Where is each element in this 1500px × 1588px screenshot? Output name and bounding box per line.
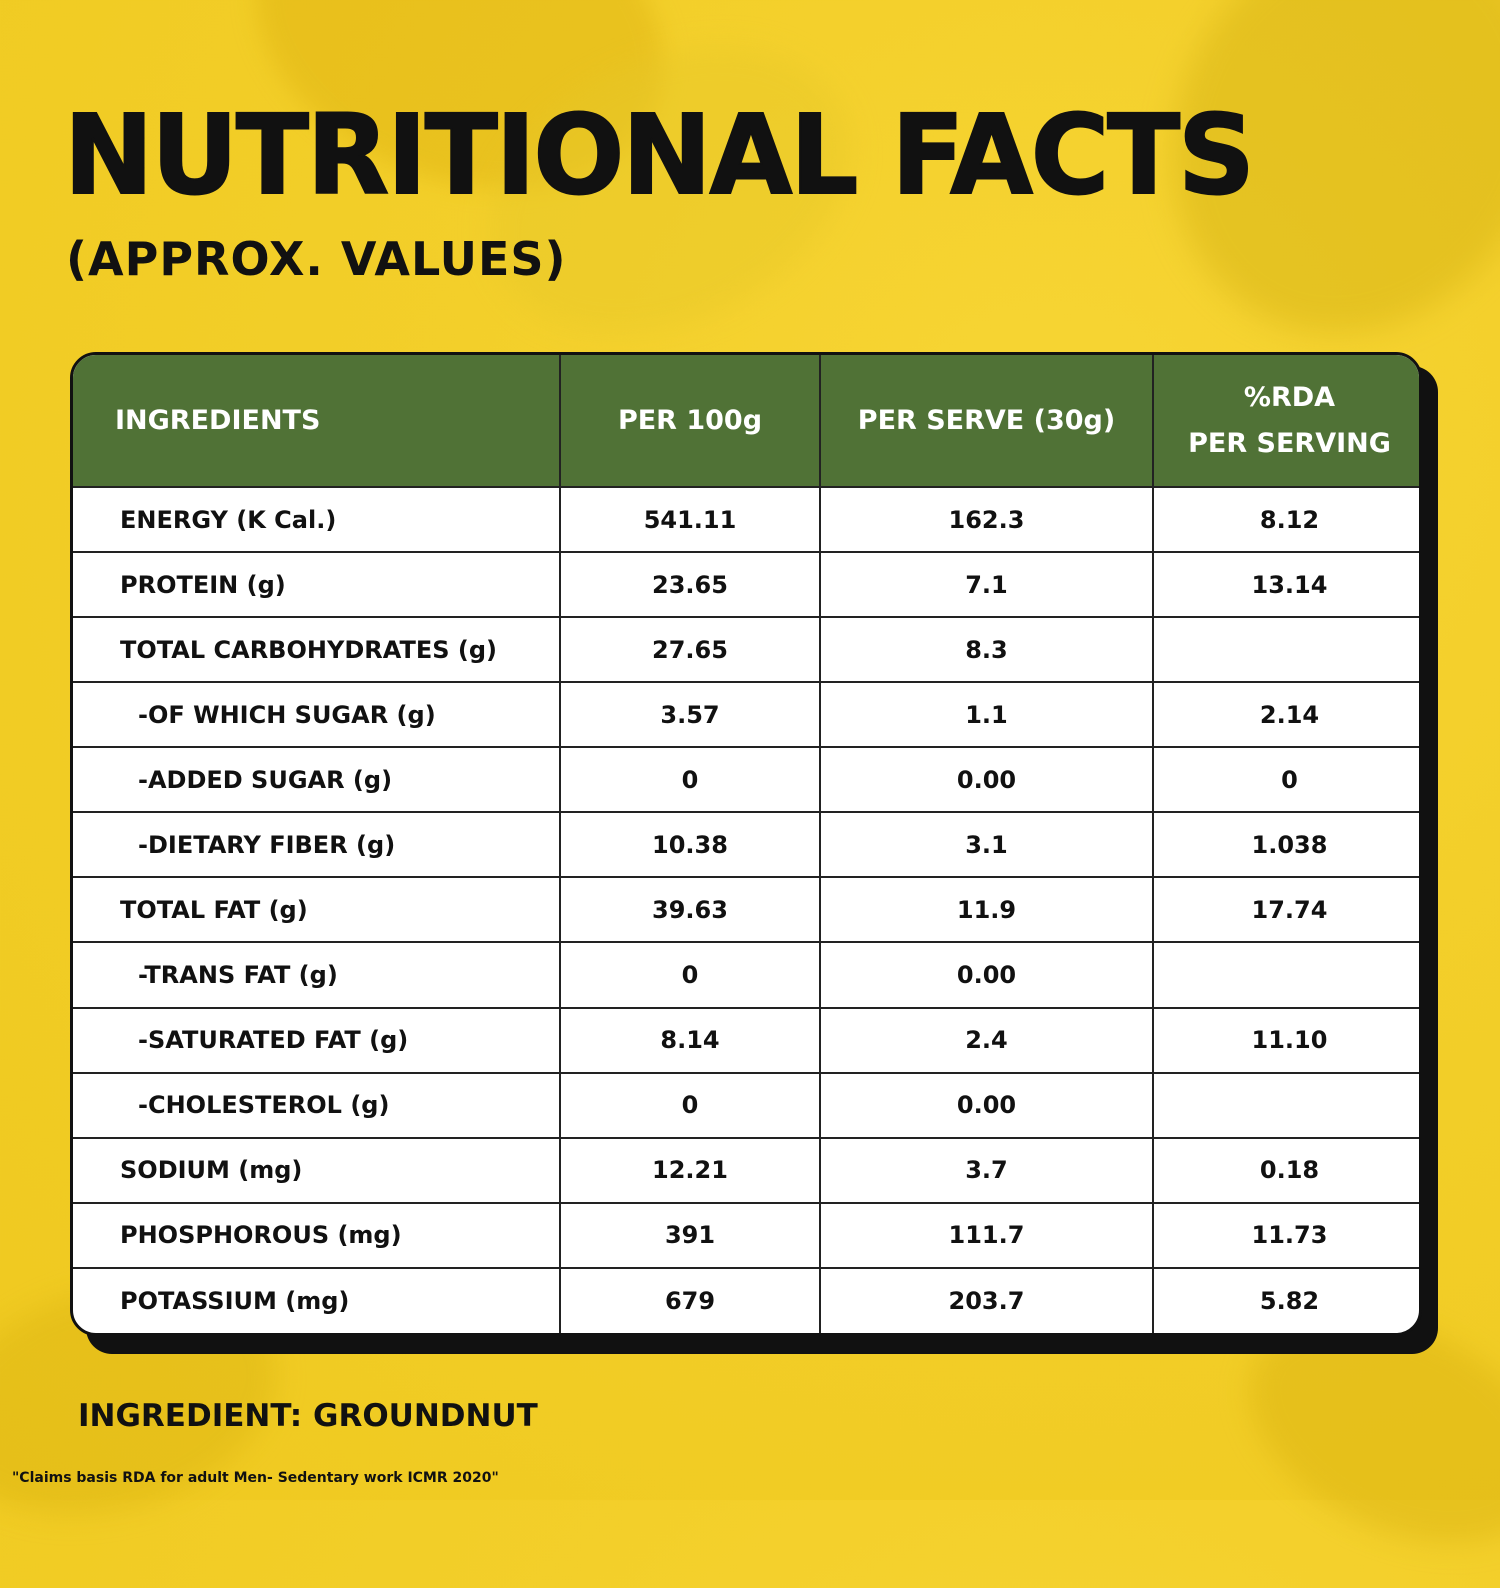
cell-rda bbox=[1153, 617, 1419, 684]
cell-per-100g: 39.63 bbox=[560, 877, 821, 944]
cell-rda: 13.14 bbox=[1153, 552, 1419, 619]
table-row: PHOSPHOROUS (mg) 391 111.7 11.73 bbox=[73, 1202, 1419, 1269]
cell-ingredient: -DIETARY FIBER (g) bbox=[73, 812, 561, 879]
cell-ingredient: TOTAL FAT (g) bbox=[73, 877, 561, 944]
cell-per-serve: 11.9 bbox=[820, 877, 1154, 944]
cell-per-serve: 0.00 bbox=[820, 1072, 1154, 1139]
nutrition-table-container: INGREDIENTS PER 100g PER SERVE (30g) %RD… bbox=[70, 352, 1422, 1336]
cell-per-100g: 10.38 bbox=[560, 812, 821, 879]
cell-ingredient: SODIUM (mg) bbox=[73, 1137, 561, 1204]
cell-rda: 5.82 bbox=[1259, 1286, 1320, 1315]
ingredient-note: INGREDIENT: GROUNDNUT bbox=[78, 1398, 538, 1434]
cell-ingredient: -ADDED SUGAR (g) bbox=[73, 747, 561, 814]
cell-per-serve: 0.00 bbox=[820, 747, 1154, 814]
cell-rda: 8.12 bbox=[1153, 487, 1419, 554]
cell-ingredient: -SATURATED FAT (g) bbox=[73, 1007, 561, 1074]
cell-rda bbox=[1153, 1072, 1419, 1139]
cell-per-serve: 3.1 bbox=[820, 812, 1154, 879]
cell-rda: 1.038 bbox=[1153, 812, 1419, 879]
cell-rda: 2.14 bbox=[1153, 682, 1419, 749]
cell-per-100g: 391 bbox=[560, 1202, 821, 1269]
page-subtitle: (APPROX. VALUES) bbox=[66, 232, 567, 286]
table-row: TOTAL FAT (g) 39.63 11.9 17.74 bbox=[73, 877, 1419, 944]
cell-rda: 0.18 bbox=[1153, 1137, 1419, 1204]
cell-per-serve: 8.3 bbox=[820, 617, 1154, 684]
claims-note: "Claims basis RDA for adult Men- Sedenta… bbox=[12, 1470, 499, 1486]
cell-per-100g: 541.11 bbox=[560, 487, 821, 554]
cell-ingredient: PROTEIN (g) bbox=[73, 552, 561, 619]
cell-per-serve: 7.1 bbox=[820, 552, 1154, 619]
cell-rda: 11.10 bbox=[1153, 1007, 1419, 1074]
cell-per-100g: 679 bbox=[560, 1267, 821, 1333]
cell-per-100g: 23.65 bbox=[560, 552, 821, 619]
cell-ingredient: PHOSPHOROUS (mg) bbox=[73, 1202, 561, 1269]
cell-rda: 0 bbox=[1153, 747, 1419, 814]
cell-per-serve: 0.00 bbox=[820, 942, 1154, 1009]
cell-ingredient: -TRANS FAT (g) bbox=[73, 942, 561, 1009]
cell-per-serve: 3.7 bbox=[820, 1137, 1154, 1204]
cell-ingredient: ENERGY (K Cal.) bbox=[73, 487, 561, 554]
cell-per-serve: 2.4 bbox=[820, 1007, 1154, 1074]
cell-rda: 17.74 bbox=[1153, 877, 1419, 944]
cell-per-serve: 1.1 bbox=[820, 682, 1154, 749]
cell-ingredient: POTASSIUM (mg) bbox=[73, 1267, 561, 1333]
cell-ingredient: -CHOLESTEROL (g) bbox=[73, 1072, 561, 1139]
table-row: POTASSIUM (mg) 679 203.7 5.82 bbox=[73, 1267, 1419, 1333]
nutrition-table: INGREDIENTS PER 100g PER SERVE (30g) %RD… bbox=[73, 355, 1419, 1333]
cell-per-100g: 8.14 bbox=[560, 1007, 821, 1074]
table-row: -SATURATED FAT (g) 8.14 2.4 11.10 bbox=[73, 1007, 1419, 1074]
cell-per-100g: 3.57 bbox=[560, 682, 821, 749]
header-ingredients: INGREDIENTS bbox=[73, 355, 561, 488]
header-rda: %RDA PER SERVING bbox=[1153, 355, 1419, 488]
cell-rda: 11.73 bbox=[1153, 1202, 1419, 1269]
cell-per-100g: 0 bbox=[560, 942, 821, 1009]
cell-ingredient: TOTAL CARBOHYDRATES (g) bbox=[73, 617, 561, 684]
table-row: -CHOLESTEROL (g) 0 0.00 bbox=[73, 1072, 1419, 1139]
header-per-100g: PER 100g bbox=[560, 355, 821, 488]
table-row: -TRANS FAT (g) 0 0.00 bbox=[73, 942, 1419, 1009]
table-row: PROTEIN (g) 23.65 7.1 13.14 bbox=[73, 552, 1419, 619]
page-title: NUTRITIONAL FACTS bbox=[63, 91, 1256, 219]
table-row: -OF WHICH SUGAR (g) 3.57 1.1 2.14 bbox=[73, 682, 1419, 749]
table-row: SODIUM (mg) 12.21 3.7 0.18 bbox=[73, 1137, 1419, 1204]
cell-per-serve: 203.7 bbox=[820, 1267, 1154, 1333]
cell-per-serve: 111.7 bbox=[820, 1202, 1154, 1269]
cell-rda bbox=[1153, 942, 1419, 1009]
table-header-row: INGREDIENTS PER 100g PER SERVE (30g) %RD… bbox=[73, 355, 1419, 488]
header-rda-line1: %RDA bbox=[1243, 381, 1336, 413]
cell-per-serve: 162.3 bbox=[820, 487, 1154, 554]
table-row: TOTAL CARBOHYDRATES (g) 27.65 8.3 bbox=[73, 617, 1419, 684]
cell-per-100g: 0 bbox=[560, 1072, 821, 1139]
table-row: -DIETARY FIBER (g) 10.38 3.1 1.038 bbox=[73, 812, 1419, 879]
cell-per-100g: 0 bbox=[560, 747, 821, 814]
table-row: -ADDED SUGAR (g) 0 0.00 0 bbox=[73, 747, 1419, 814]
table-row: ENERGY (K Cal.) 541.11 162.3 8.12 bbox=[73, 487, 1419, 554]
header-per-serve: PER SERVE (30g) bbox=[820, 355, 1154, 488]
cell-ingredient: -OF WHICH SUGAR (g) bbox=[73, 682, 561, 749]
cell-per-100g: 12.21 bbox=[560, 1137, 821, 1204]
header-rda-line2: PER SERVING bbox=[1188, 427, 1391, 459]
cell-per-100g: 27.65 bbox=[560, 617, 821, 684]
